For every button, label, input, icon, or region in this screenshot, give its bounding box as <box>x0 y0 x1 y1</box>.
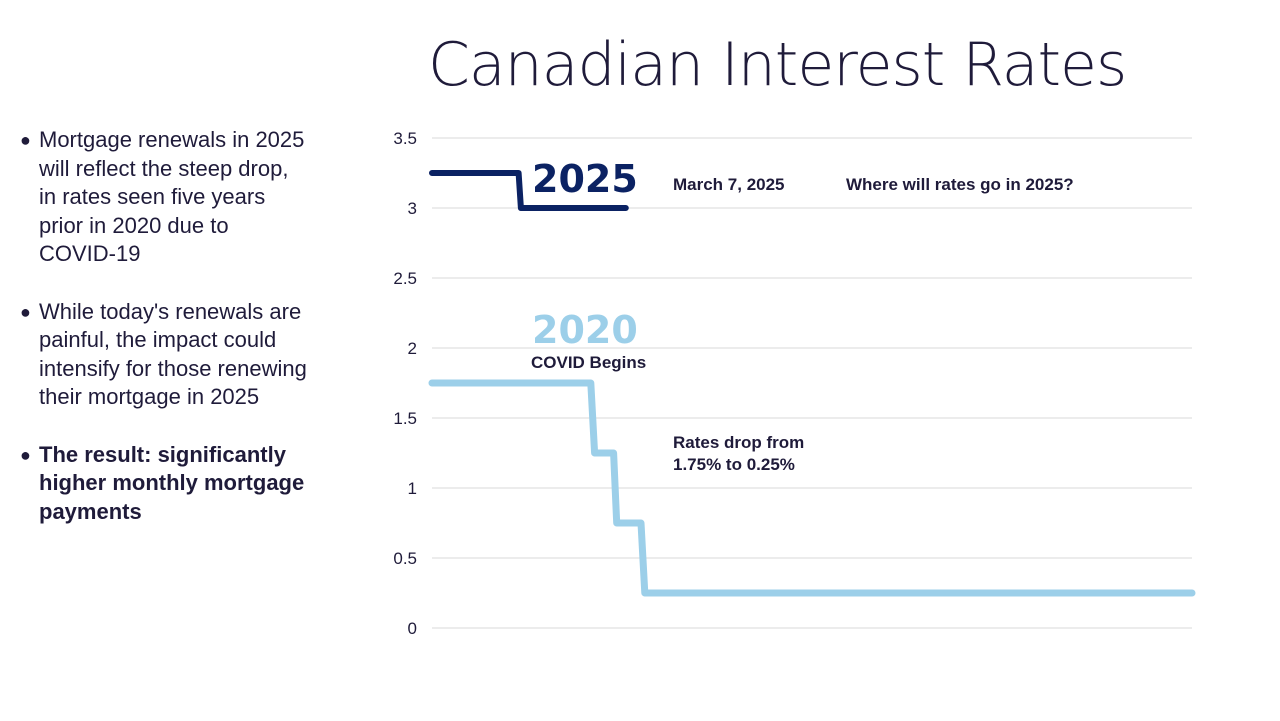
bullet-dot-icon: ● <box>20 444 31 465</box>
page-title: Canadian Interest Rates <box>428 30 1127 100</box>
label-2025: 2025 <box>532 157 638 201</box>
bullet-item: ● While today's renewals are painful, th… <box>20 298 310 412</box>
bullet-text-bold: The result: significantly higher monthly… <box>39 441 305 524</box>
y-tick-label: 3.5 <box>393 129 417 148</box>
y-tick-label: 1 <box>408 479 417 498</box>
y-axis-ticks: 0 0.5 1 1.5 2 2.5 3 3.5 <box>393 129 417 638</box>
y-tick-label: 1.5 <box>393 409 417 428</box>
bullet-item: ● Mortgage renewals in 2025 will reflect… <box>20 126 310 269</box>
series-line-2025 <box>429 170 629 211</box>
annotation-rates-drop-line2: 1.75% to 0.25% <box>673 455 795 474</box>
bullet-dot-icon: ● <box>20 301 31 322</box>
annotation-march-7: March 7, 2025 <box>673 175 785 194</box>
y-tick-label: 2 <box>408 339 417 358</box>
annotation-covid-begins: COVID Begins <box>531 353 646 372</box>
gridlines <box>432 137 1192 629</box>
bullet-item-emphasis: ● The result: significantly higher month… <box>20 441 310 527</box>
annotation-where-rates: Where will rates go in 2025? <box>846 175 1074 194</box>
label-2020: 2020 <box>532 308 638 352</box>
bullet-dot-icon: ● <box>20 130 31 150</box>
y-tick-label: 3 <box>408 199 417 218</box>
y-tick-label: 2.5 <box>393 269 417 288</box>
bullet-text: Mortgage renewals in 2025 will reflect t… <box>39 127 305 266</box>
bullet-list: ● Mortgage renewals in 2025 will reflect… <box>20 126 310 555</box>
chart-series <box>428 170 1196 597</box>
y-tick-label: 0 <box>408 619 417 638</box>
y-tick-label: 0.5 <box>393 549 417 568</box>
series-line-2020 <box>428 379 1196 597</box>
annotation-rates-drop-line1: Rates drop from <box>673 433 804 452</box>
bullet-text: While today's renewals are painful, the … <box>39 298 307 410</box>
